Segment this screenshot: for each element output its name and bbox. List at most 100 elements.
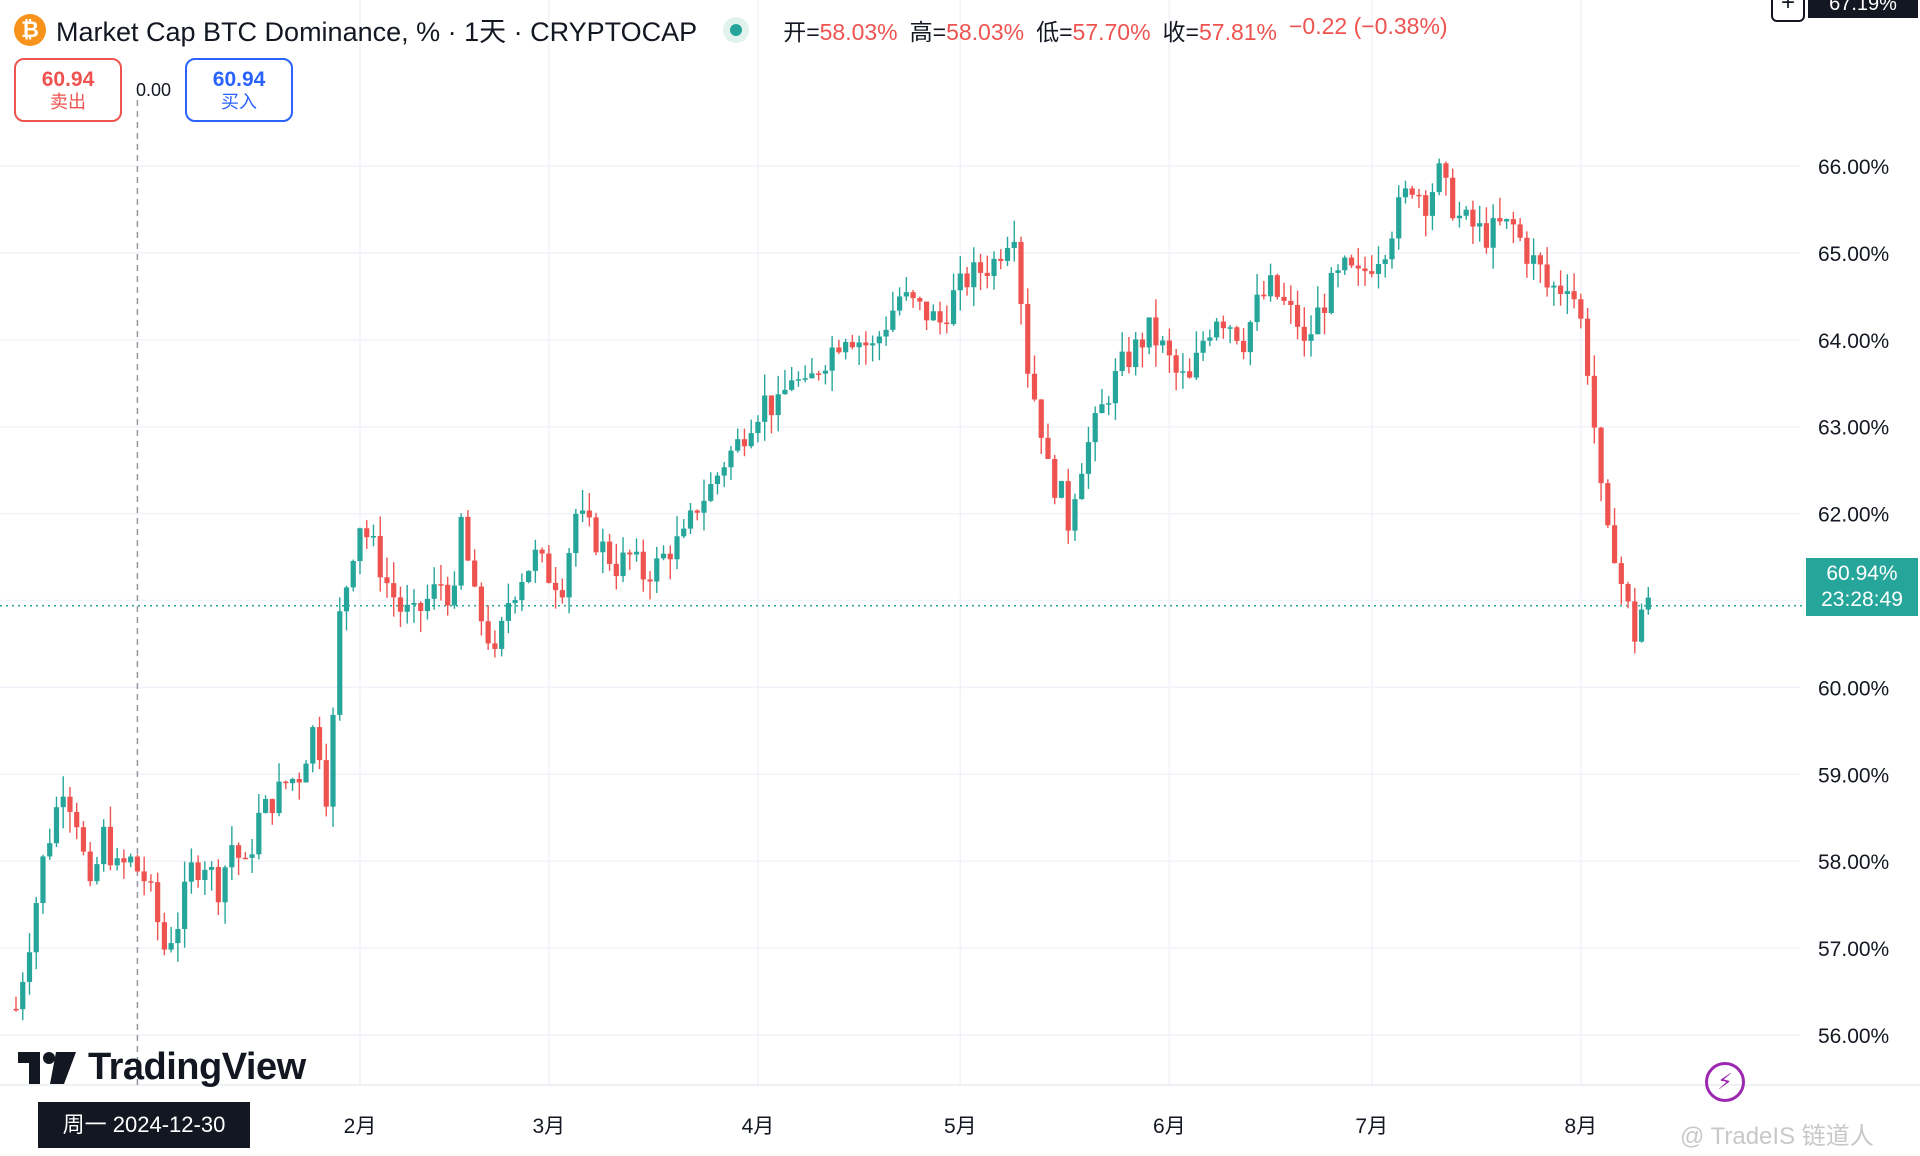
candle-up (1551, 285, 1557, 288)
candle-up (1227, 327, 1233, 329)
candle-up (404, 604, 410, 612)
candle-up (991, 258, 997, 276)
candle-up (870, 343, 876, 346)
market-status-icon[interactable] (723, 16, 750, 43)
candle-up (1133, 339, 1139, 368)
candle-up (276, 781, 282, 814)
tradingview-logo-text: TradingView (88, 1046, 306, 1088)
candle-up (1308, 334, 1314, 341)
candle-up (229, 845, 235, 868)
bitcoin-icon: ₿ (14, 13, 46, 46)
candle-down (87, 851, 93, 882)
candle-down (1443, 163, 1449, 178)
price-tick-label: 58.00% (1818, 851, 1889, 874)
candle-up (775, 394, 781, 416)
candle-up (411, 602, 417, 605)
candle-down (1348, 257, 1355, 266)
candle-down (1261, 294, 1267, 297)
candle-up (1119, 351, 1125, 372)
candle-up (1160, 340, 1166, 346)
candle-down (849, 341, 855, 348)
candle-down (1517, 224, 1523, 238)
candle-up (1079, 473, 1085, 500)
candle-down (492, 643, 498, 649)
candle-up (1193, 352, 1199, 378)
candle-up (209, 867, 215, 870)
candle-down (418, 602, 424, 612)
candle-up (1504, 219, 1510, 222)
candle-up (310, 727, 316, 764)
candle-down (1544, 264, 1550, 288)
sell-button[interactable]: 60.94 卖出 (14, 58, 122, 122)
candle-up (357, 528, 363, 562)
candle-up (1436, 163, 1442, 193)
zoom-in-icon[interactable]: + (1771, 0, 1805, 22)
candle-down (1571, 291, 1577, 300)
candle-up (337, 611, 343, 715)
candle-up (1315, 307, 1321, 335)
candle-up (701, 500, 707, 513)
candle-down (1274, 275, 1280, 297)
candle-up (1247, 322, 1253, 353)
candle-down (667, 553, 673, 560)
candle-up (175, 929, 181, 944)
candle-down (161, 922, 167, 950)
candle-down (984, 272, 990, 276)
high-label: 高= (909, 18, 947, 45)
candle-up (289, 779, 296, 784)
candle-down (438, 584, 444, 586)
lightning-icon[interactable]: ⚡ (1705, 1062, 1745, 1102)
candle-up (714, 475, 721, 485)
candle-down (640, 551, 646, 580)
sell-price: 60.94 (41, 68, 95, 91)
candle-up (1342, 257, 1348, 271)
candle-down (13, 1008, 19, 1011)
candle-down (1025, 304, 1031, 374)
price-tick-label: 66.00% (1818, 156, 1889, 179)
candle-up (660, 553, 667, 559)
candle-down (121, 858, 127, 863)
candle-up (1531, 255, 1537, 264)
candle-up (1267, 275, 1274, 297)
candle-up (802, 378, 808, 380)
candle-up (829, 347, 835, 371)
candle-down (1409, 188, 1415, 195)
candle-up (876, 336, 882, 344)
candle-up (822, 370, 828, 374)
candle-down (195, 862, 201, 881)
candle-up (721, 467, 727, 476)
tradingview-logo[interactable]: TradingView (18, 1046, 306, 1089)
candle-down (1234, 327, 1240, 341)
candle-down (1038, 399, 1044, 438)
candle-up (350, 561, 356, 588)
price-tick-label: 57.00% (1818, 938, 1889, 961)
time-tick-label: 5月 (944, 1115, 977, 1138)
candle-up (370, 536, 377, 538)
candle-down (364, 528, 370, 538)
buy-button[interactable]: 60.94 买入 (185, 58, 294, 122)
candle-up (20, 981, 26, 1010)
candle-up (505, 603, 511, 621)
candle-up (843, 341, 849, 353)
candle-up (789, 380, 795, 390)
candle-up (755, 421, 761, 434)
candle-up (101, 826, 107, 865)
candle-up (1254, 294, 1260, 323)
candle-down (1301, 326, 1307, 341)
symbol-title[interactable]: Market Cap BTC Dominance, % · 1天 · CRYPT… (56, 17, 698, 47)
candle-up (343, 587, 350, 612)
candle-up (681, 528, 687, 537)
current-price-label: 60.94% (1826, 562, 1898, 585)
price-tick-label: 60.00% (1818, 677, 1889, 700)
candle-up (579, 510, 586, 514)
candle-up (431, 584, 437, 599)
candle-up (1004, 247, 1011, 261)
candle-down (1625, 584, 1631, 602)
price-tick-label: 59.00% (1818, 764, 1889, 787)
open-label: 开= (783, 18, 820, 45)
candle-up (303, 763, 309, 783)
candle-down (1524, 237, 1530, 264)
candle-down (647, 579, 653, 582)
candle-down (1450, 177, 1456, 219)
